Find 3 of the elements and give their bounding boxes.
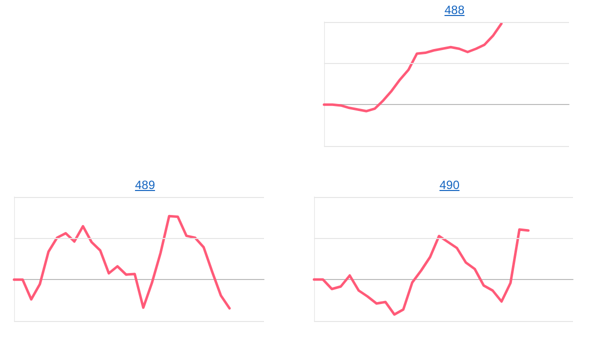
- chart-title: 489: [134, 177, 156, 193]
- chart-title: 490: [438, 177, 461, 193]
- chart-title: 488: [443, 2, 466, 18]
